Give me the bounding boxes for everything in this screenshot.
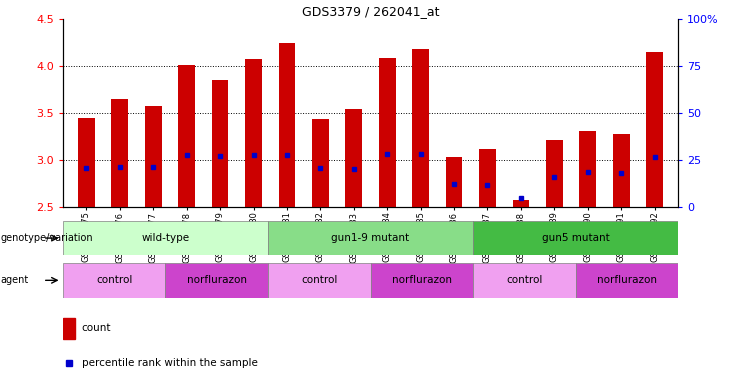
Bar [145,106,162,207]
Bar [78,118,95,207]
Bar [370,263,473,298]
Bar [646,52,663,207]
Bar [312,119,329,207]
Bar [245,59,262,207]
Bar [268,221,473,255]
Bar [613,134,630,207]
Text: control: control [506,275,542,285]
Text: percentile rank within the sample: percentile rank within the sample [82,358,258,368]
Text: norflurazon: norflurazon [187,275,247,285]
Text: gun5 mutant: gun5 mutant [542,233,609,243]
Bar [268,263,370,298]
Bar [212,80,228,207]
Text: agent: agent [1,275,29,285]
Bar [279,43,296,207]
Bar [63,221,268,255]
Bar [63,263,165,298]
Text: norflurazon: norflurazon [597,275,657,285]
Bar [179,65,195,207]
Bar [473,263,576,298]
Bar [63,318,75,339]
Text: control: control [301,275,337,285]
Bar [579,131,596,207]
Text: norflurazon: norflurazon [392,275,452,285]
Bar [576,263,678,298]
Bar [412,49,429,207]
Bar [345,109,362,207]
Bar [445,157,462,207]
Bar [513,200,529,207]
Bar [379,58,396,207]
Bar [111,99,128,207]
Title: GDS3379 / 262041_at: GDS3379 / 262041_at [302,5,439,18]
Text: genotype/variation: genotype/variation [1,233,93,243]
Text: count: count [82,323,111,333]
Text: control: control [96,275,133,285]
Bar [479,149,496,207]
Bar [473,221,678,255]
Bar [165,263,268,298]
Text: gun1-9 mutant: gun1-9 mutant [331,233,410,243]
Bar [546,140,562,207]
Text: wild-type: wild-type [142,233,190,243]
